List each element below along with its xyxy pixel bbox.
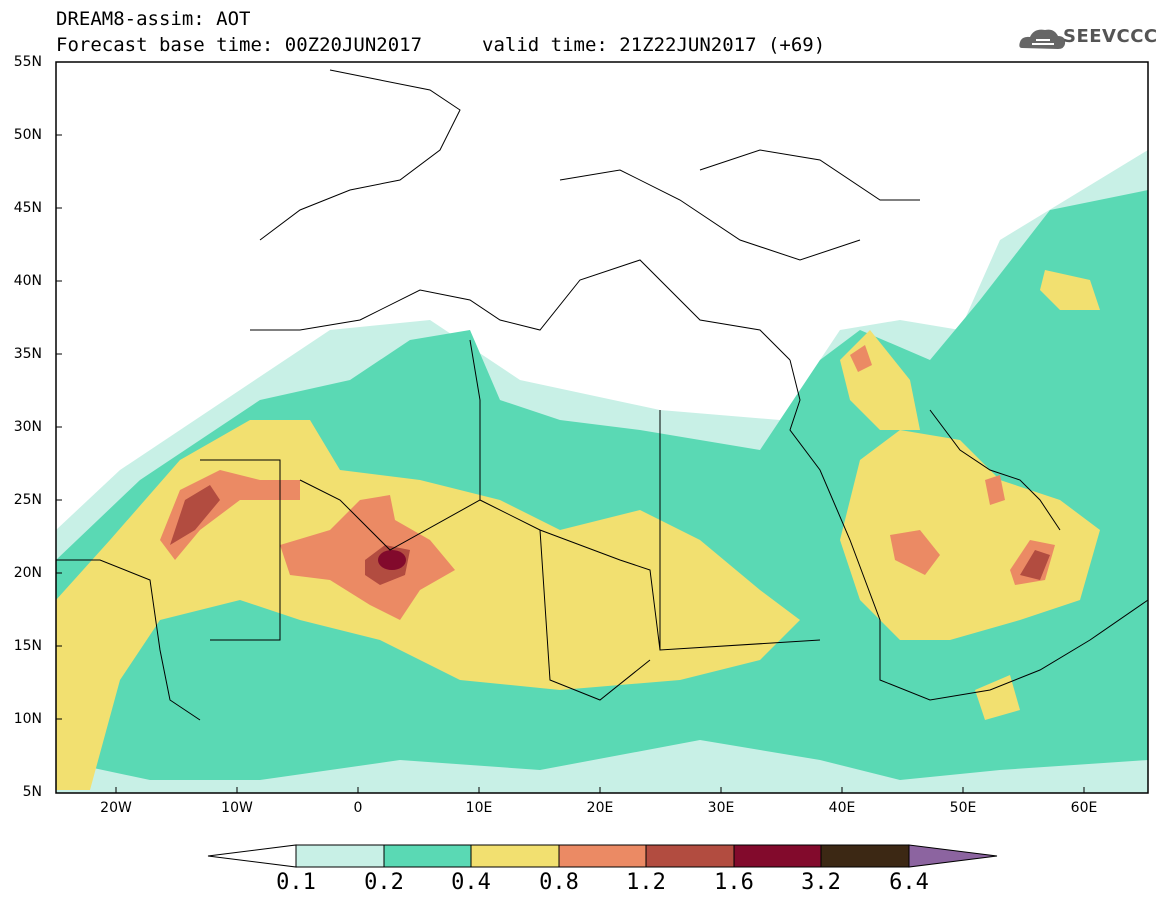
colorbar-label: 0.2: [364, 870, 404, 895]
cloud-icon: [1019, 29, 1066, 49]
forecast-base-time: Forecast base time: 00Z20JUN2017: [56, 34, 423, 56]
lat-label: 45N: [13, 200, 42, 216]
lon-label: 60E: [1070, 800, 1098, 816]
lat-label: 15N: [13, 638, 42, 654]
aot-level-0.8: [280, 495, 455, 620]
aot-level-0.8: [850, 345, 872, 372]
valid-time: valid time: 21Z22JUN2017 (+69): [482, 34, 826, 56]
aot-level-1.2: [1020, 550, 1050, 580]
aot-level-0.4: [975, 675, 1020, 720]
lon-label: 20E: [586, 800, 614, 816]
lat-label: 20N: [13, 565, 42, 581]
lon-label: 20W: [100, 800, 132, 816]
lon-label: 30E: [707, 800, 735, 816]
lon-label: 10E: [465, 800, 493, 816]
aot-level-0.4: [840, 430, 1100, 640]
colorbar-label: 3.2: [801, 870, 841, 895]
colorbar-label: 1.6: [714, 870, 754, 895]
lat-label: 40N: [13, 273, 42, 289]
coastlines: [56, 69, 1148, 721]
lon-label: 40E: [828, 800, 856, 816]
colorbar-label: 0.4: [451, 870, 491, 895]
lat-label: 10N: [13, 711, 42, 727]
lat-label: 25N: [13, 492, 42, 508]
lon-label: 50E: [949, 800, 977, 816]
lon-ticks: [115, 787, 1085, 793]
colorbar-label: 0.8: [539, 870, 579, 895]
colorbar-label: 1.2: [626, 870, 666, 895]
aot-level-0.4: [1040, 270, 1100, 310]
colorbar-label: 6.4: [889, 870, 929, 895]
lat-label: 35N: [13, 346, 42, 362]
aot-level-1.6: [378, 550, 406, 570]
lat-ticks: [56, 61, 62, 720]
aot-level-0.8: [985, 475, 1005, 505]
aot-level-1.2: [170, 485, 220, 545]
colorbar-label: 0.1: [276, 870, 316, 895]
lon-label: 10W: [221, 800, 253, 816]
logo-text: SEEVCCC: [1063, 26, 1158, 47]
map-title: DREAM8-assim: AOT: [56, 8, 251, 30]
aot-level-0.4: [56, 420, 800, 790]
lat-label: 5N: [22, 784, 42, 800]
lon-label: 0: [353, 800, 363, 816]
aot-level-0.8: [160, 470, 300, 560]
lat-label: 55N: [13, 54, 42, 70]
lat-label: 30N: [13, 419, 42, 435]
aot-level-0.8: [890, 530, 940, 575]
lat-label: 50N: [13, 127, 42, 143]
